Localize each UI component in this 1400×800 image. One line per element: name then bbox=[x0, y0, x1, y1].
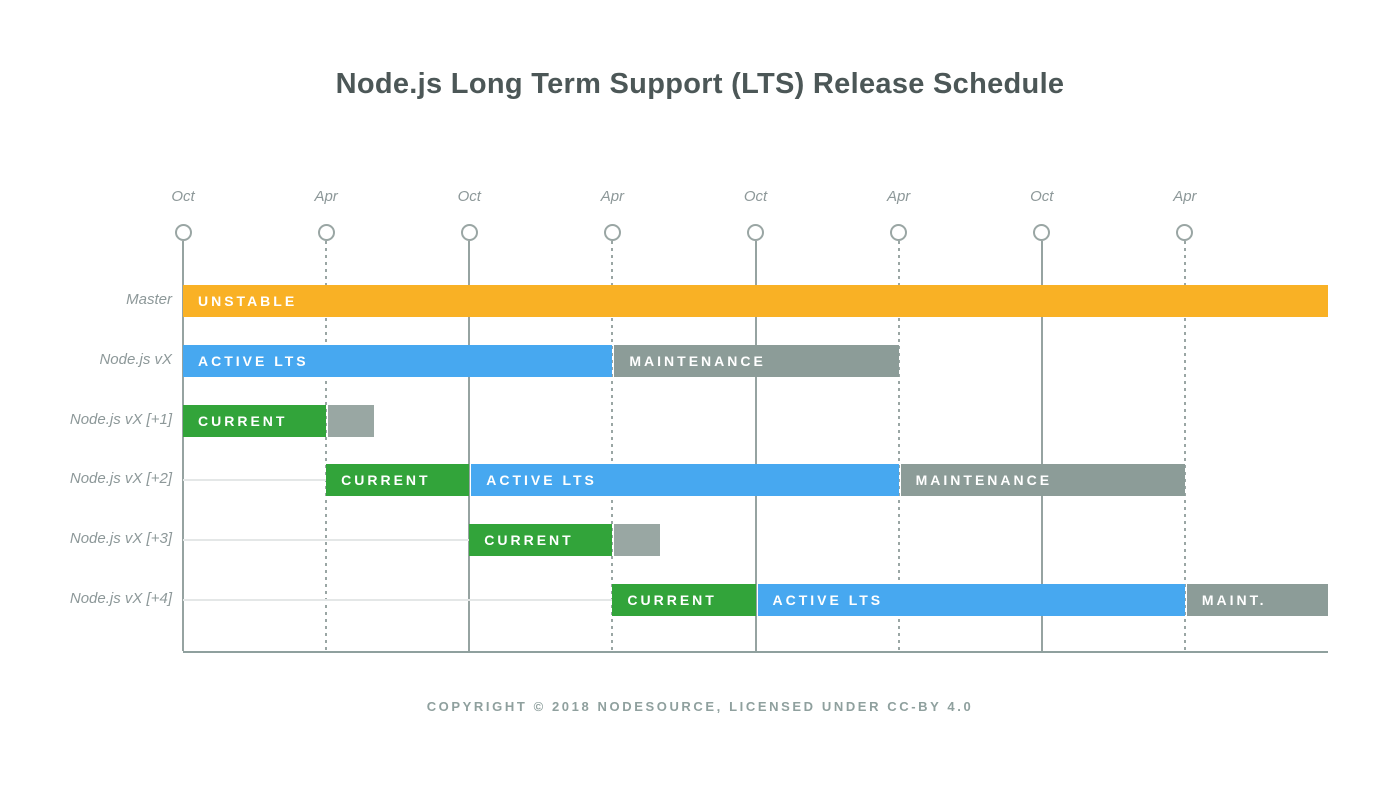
tick-label: Apr bbox=[886, 188, 911, 205]
bar-maintenance: MAINT. bbox=[1186, 584, 1328, 616]
row-label: Node.js vX [+4] bbox=[69, 590, 172, 607]
bar-segment-label: CURRENT bbox=[198, 412, 288, 429]
bar-post-current bbox=[614, 524, 661, 557]
row-label: Node.js vX [+2] bbox=[69, 470, 172, 488]
row-label: Node.js vX [+3] bbox=[69, 530, 172, 548]
bar-segment-label: MAINTENANCE bbox=[629, 352, 766, 369]
tick-label: Oct bbox=[171, 188, 195, 205]
bar-segment-label: UNSTABLE bbox=[198, 293, 298, 309]
bar-active-lts: ACTIVE LTS bbox=[183, 344, 613, 377]
tick-label: Apr bbox=[600, 188, 625, 205]
bar-active-lts: ACTIVE LTS bbox=[471, 464, 899, 497]
tick-marker-circle bbox=[317, 223, 335, 241]
tick-label: Oct bbox=[457, 188, 481, 205]
tick-gridline-apr bbox=[325, 241, 328, 651]
page-title: Node.js Long Term Support (LTS) Release … bbox=[335, 68, 1065, 100]
bar-post-current bbox=[328, 404, 375, 437]
tick-marker-circle bbox=[890, 223, 908, 241]
bar-segment-label: CURRENT bbox=[341, 472, 431, 489]
row-label: Node.js vX [+1] bbox=[69, 410, 172, 428]
bar-unstable: UNSTABLE bbox=[183, 285, 1328, 317]
tick-marker-circle bbox=[747, 223, 764, 241]
tick-marker-circle bbox=[460, 223, 478, 241]
copyright-text: COPYRIGHT © 2018 NODESOURCE, LICENSED UN… bbox=[426, 699, 974, 714]
bar-segment-label: ACTIVE LTS bbox=[198, 352, 309, 369]
row-baseline bbox=[183, 479, 327, 482]
tick-gridline-oct bbox=[468, 241, 471, 651]
tick-gridline-oct bbox=[1040, 241, 1043, 651]
tick-marker-circle bbox=[1176, 223, 1194, 241]
bar-segment-label: MAINTENANCE bbox=[915, 472, 1053, 489]
tick-marker-circle bbox=[1033, 223, 1051, 241]
row-baseline bbox=[183, 599, 613, 601]
x-axis-line bbox=[183, 651, 1328, 653]
bar-segment-label: ACTIVE LTS bbox=[772, 592, 884, 608]
tick-marker-circle bbox=[174, 223, 192, 241]
bar-segment-label: CURRENT bbox=[484, 532, 574, 549]
tick-gridline-oct bbox=[754, 241, 757, 651]
bar-maintenance: MAINTENANCE bbox=[614, 344, 899, 377]
bar-active-lts: ACTIVE LTS bbox=[757, 584, 1185, 616]
bar-current: CURRENT bbox=[469, 524, 613, 557]
bar-current: CURRENT bbox=[612, 584, 756, 616]
tick-gridline-oct bbox=[182, 241, 184, 651]
tick-label: Oct bbox=[1030, 188, 1054, 205]
bar-maintenance: MAINTENANCE bbox=[900, 464, 1185, 497]
bar-segment-label: MAINT. bbox=[1201, 592, 1267, 608]
bar-current: CURRENT bbox=[326, 464, 470, 497]
tick-gridline-apr bbox=[897, 241, 900, 651]
tick-label: Apr bbox=[314, 188, 338, 205]
tick-label: Oct bbox=[743, 188, 768, 205]
tick-gridline-apr bbox=[1183, 241, 1186, 651]
row-label: Master bbox=[126, 291, 172, 308]
row-baseline bbox=[183, 539, 470, 542]
tick-gridline-apr bbox=[611, 241, 614, 651]
row-label: Node.js vX bbox=[99, 350, 172, 368]
bar-segment-label: CURRENT bbox=[627, 592, 717, 608]
bar-segment-label: ACTIVE LTS bbox=[486, 472, 597, 489]
bar-current: CURRENT bbox=[183, 404, 327, 437]
tick-marker-circle bbox=[603, 223, 621, 241]
tick-label: Apr bbox=[1173, 188, 1197, 205]
